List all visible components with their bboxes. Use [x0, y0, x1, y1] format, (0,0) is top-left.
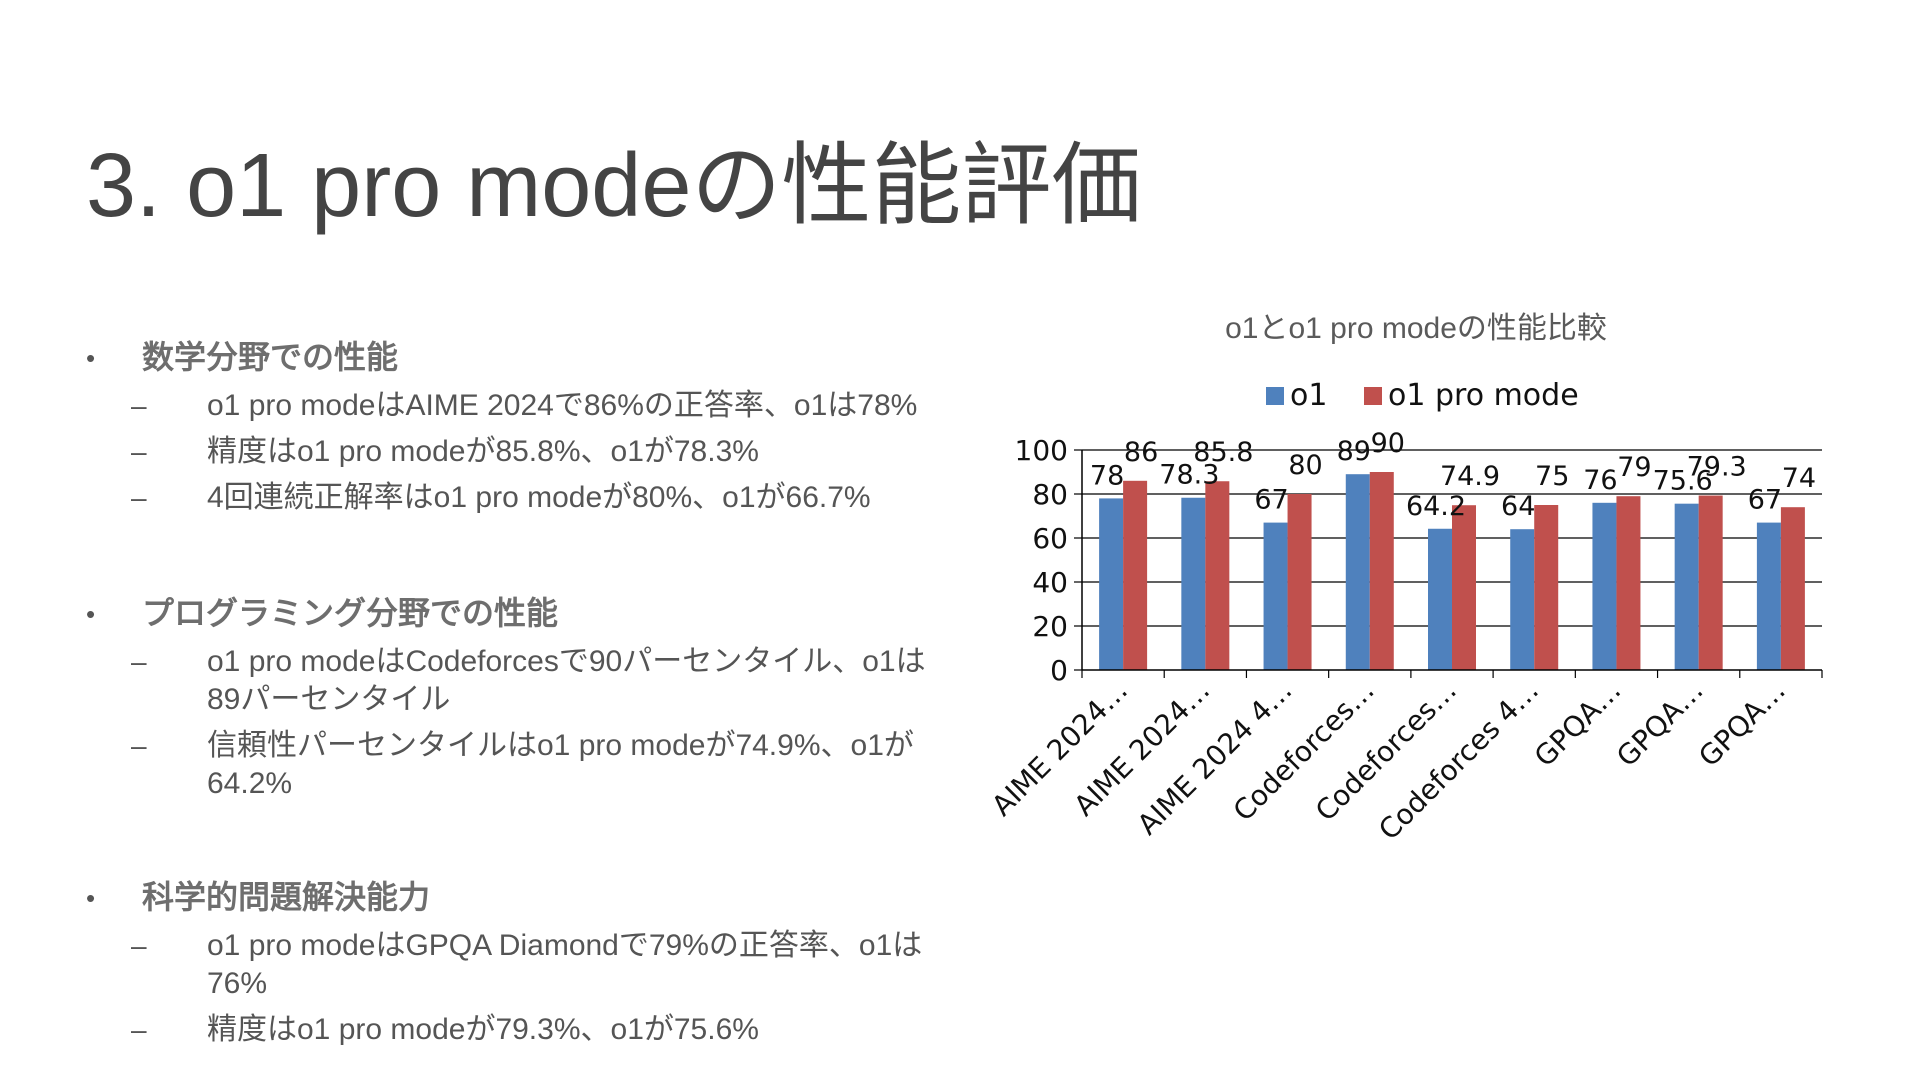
x-category-label: Codeforces…: [1309, 674, 1463, 828]
bar-o1: [1181, 497, 1206, 670]
section-heading-programming: プログラミング分野での性能: [142, 594, 559, 632]
x-category-label: GPQA…: [1692, 674, 1792, 774]
bar-o1-pro-mode: [1452, 505, 1476, 670]
data-label: 79.3: [1687, 452, 1747, 483]
bar-o1: [1263, 522, 1288, 670]
list-item-text: o1 pro modeはCodeforcesで90パーセンタイル、o1は89パー…: [207, 645, 926, 716]
list-item: – 4回連続正解率はo1 pro modeが80%、o1が66.7%: [131, 479, 946, 517]
bar-o1-pro-mode: [1616, 496, 1641, 670]
data-label: 64: [1501, 491, 1535, 522]
x-category-label: Codeforces…: [1227, 674, 1381, 828]
y-tick-label: 40: [1032, 566, 1068, 599]
section-heading-science: 科学的問題解決能力: [142, 878, 431, 916]
x-category-label: GPQA…: [1610, 674, 1710, 774]
data-label: 74: [1782, 463, 1816, 494]
data-label: 76: [1583, 465, 1617, 496]
bar-o1-pro-mode: [1369, 472, 1394, 670]
dash-marker: –: [131, 436, 147, 467]
y-tick-label: 60: [1032, 522, 1068, 555]
list-item: – o1 pro modeはGPQA Diamondで79%の正答率、o1は76%: [131, 927, 946, 1003]
dash-marker: –: [131, 1014, 147, 1045]
dash-marker: –: [131, 930, 147, 961]
bar-o1: [1756, 522, 1781, 670]
bar-o1: [1428, 528, 1452, 670]
bar-o1-pro-mode: [1287, 494, 1312, 670]
y-tick-label: 100: [1015, 434, 1068, 467]
bullet-marker: •: [86, 599, 96, 629]
legend-swatch-o1: [1266, 387, 1284, 405]
list-item: – 精度はo1 pro modeが85.8%、o1が78.3%: [131, 433, 946, 471]
bar-o1: [1099, 498, 1124, 670]
data-label: 85.8: [1193, 437, 1253, 468]
list-item-text: o1 pro modeはAIME 2024で86%の正答率、o1は78%: [207, 389, 918, 422]
x-category-label: GPQA…: [1528, 674, 1628, 774]
list-item-text: 精度はo1 pro modeが85.8%、o1が78.3%: [207, 435, 759, 468]
data-label: 74.9: [1440, 461, 1500, 492]
legend-swatch-o1-pro-mode: [1364, 387, 1382, 405]
slide-title: 3. o1 pro modeの性能評価: [86, 136, 1142, 236]
list-item: – o1 pro modeはAIME 2024で86%の正答率、o1は78%: [131, 387, 946, 425]
legend-label: o1: [1290, 378, 1327, 413]
data-label: 67: [1748, 485, 1782, 516]
data-label: 75.6: [1653, 466, 1713, 497]
dash-marker: –: [131, 646, 147, 677]
bullet-marker: •: [86, 343, 96, 373]
bar-o1: [1674, 503, 1699, 670]
list-item-text: 4回連続正解率はo1 pro modeが80%、o1が66.7%: [207, 481, 871, 514]
bar-o1-pro-mode: [1123, 480, 1148, 670]
bar-chart-svg: o1とo1 pro modeの性能比較 o1 o1 pro mode 0 20 40 6…: [985, 312, 1823, 847]
section-science: • 科学的問題解決能力 – o1 pro modeはGPQA Diamondで79…: [86, 875, 946, 1049]
y-tick-label: 20: [1032, 610, 1068, 643]
dash-marker: –: [131, 482, 147, 513]
section-math: • 数学分野での性能 – o1 pro modeはAIME 2024で86%の正答…: [86, 335, 946, 517]
list-item: – o1 pro modeはCodeforcesで90パーセンタイル、o1は89パ…: [131, 643, 946, 719]
bullet-marker: •: [86, 883, 96, 913]
data-label: 67: [1254, 485, 1288, 516]
bar-o1: [1345, 474, 1370, 670]
data-label: 78: [1090, 460, 1124, 491]
bar-o1-pro-mode: [1780, 507, 1805, 670]
data-label: 86: [1124, 437, 1158, 468]
list-item: – 精度はo1 pro modeが79.3%、o1が75.6%: [131, 1011, 946, 1049]
performance-chart: o1とo1 pro modeの性能比較 o1 o1 pro mode 0 20 40 6…: [960, 300, 1860, 860]
bar-o1-pro-mode: [1698, 495, 1723, 670]
data-label: 90: [1371, 428, 1405, 459]
bullet-content: • 数学分野での性能 – o1 pro modeはAIME 2024で86%の正答…: [86, 335, 946, 1049]
list-item-text: 精度はo1 pro modeが79.3%、o1が75.6%: [207, 1013, 759, 1046]
dash-marker: –: [131, 390, 147, 421]
y-tick-label: 80: [1032, 478, 1068, 511]
bar-o1-pro-mode: [1534, 505, 1559, 670]
dash-marker: –: [131, 730, 147, 761]
y-tick-label: 0: [1050, 654, 1068, 687]
list-item-text: 信頼性パーセンタイルはo1 pro modeが74.9%、o1が64.2%: [207, 729, 914, 800]
legend-label: o1 pro mode: [1388, 378, 1579, 413]
chart-title: o1とo1 pro modeの性能比較: [1225, 312, 1607, 345]
bar-o1: [1510, 529, 1535, 670]
data-label: 64.2: [1406, 491, 1466, 522]
section-heading-math: 数学分野での性能: [142, 338, 399, 376]
data-label: 89: [1337, 436, 1371, 467]
chart-bars: [1099, 472, 1805, 670]
data-label: 79: [1617, 452, 1651, 483]
data-label: 78.3: [1159, 460, 1219, 491]
section-programming: • プログラミング分野での性能 – o1 pro modeはCodeforcesで…: [86, 591, 946, 803]
list-item-text: o1 pro modeはGPQA Diamondで79%の正答率、o1は76%: [207, 929, 923, 1000]
data-label: 80: [1288, 450, 1322, 481]
list-item: – 信頼性パーセンタイルはo1 pro modeが74.9%、o1が64.2%: [131, 727, 946, 803]
bar-o1: [1592, 502, 1617, 670]
data-label: 75: [1535, 461, 1569, 492]
chart-legend: o1 o1 pro mode: [1266, 378, 1579, 413]
bar-o1-pro-mode: [1205, 481, 1230, 670]
